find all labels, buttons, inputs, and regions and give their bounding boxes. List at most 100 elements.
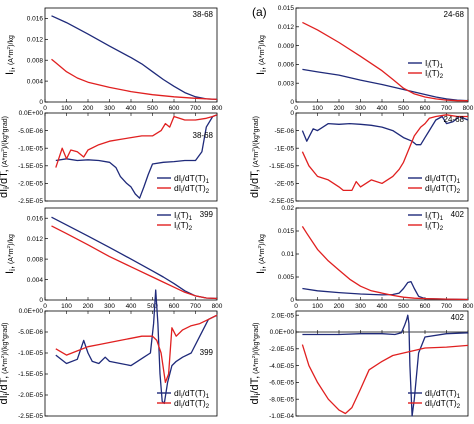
series-line-1 (55, 289, 218, 405)
y-axis-label: Ii, (A*m2)/kg (4, 234, 17, 274)
y-tick-label: 0 (290, 99, 294, 106)
legend-label-1: dIi/dT(T)1 (425, 388, 461, 400)
y-axis-label: dIi/dT, (A*m2)/(kg*grad) (0, 116, 11, 198)
x-tick-label: 600 (169, 105, 180, 112)
y-axis-label: Ii, (A*m2)/kg (255, 234, 268, 274)
y-tick-label: 0.0E+00 (270, 329, 295, 336)
legend-label-1: Ii(T)1 (425, 58, 444, 70)
y-tick-label: -2.0E-05 (18, 181, 43, 188)
plot-frame (44, 310, 218, 417)
x-tick-label: 600 (420, 303, 431, 310)
x-tick-label: 200 (83, 303, 94, 310)
y-tick-label: 0.004 (27, 78, 44, 85)
legend-label-1: Ii(T)1 (174, 210, 193, 222)
plot-frame (295, 207, 469, 301)
y-tick-label: -1.0E-05 (18, 350, 43, 357)
series-line-1 (301, 115, 469, 146)
panel-label: (a) (252, 5, 267, 19)
series-line-1 (55, 114, 218, 199)
chart-panel-p6: 0 -5E-06 -1E-05 -1.5E-05 -2E-05 -2.5E-05 24-68… (249, 110, 469, 205)
sample-id: 402 (451, 210, 465, 219)
y-tick-label: 0 (39, 297, 43, 304)
y-tick-label: 0.005 (278, 274, 295, 281)
x-tick-label: 700 (190, 303, 201, 310)
chart-panel-p5: 0 0.003 0.006 0.009 0.012 0.015 0 100 200 300 400 5… (255, 5, 474, 112)
y-axis-label: dIi/dT, (A*m2)/(kg*grad) (249, 322, 262, 404)
y-tick-label: 0.008 (27, 57, 44, 64)
x-tick-label: 300 (104, 105, 115, 112)
plot-frame (295, 7, 469, 103)
y-tick-label: 0.008 (27, 256, 44, 263)
sample-id: 399 (200, 210, 214, 219)
y-tick-label: 0.0E+00 (19, 308, 44, 315)
y-tick-label: 0.012 (27, 37, 44, 44)
y-tick-label: -1.5E-05 (18, 163, 43, 170)
y-tick-label: 0.02 (281, 205, 294, 212)
y-tick-label: 0.003 (278, 80, 295, 87)
y-tick-label: 0.0E+00 (19, 110, 44, 117)
y-tick-label: -1.5E-05 (269, 163, 294, 170)
series-line-2 (51, 58, 218, 101)
x-tick-label: 300 (355, 303, 366, 310)
x-tick-label: 800 (212, 303, 223, 310)
legend-label-2: dIi/dT(T)2 (425, 398, 461, 410)
x-tick-label: 200 (334, 303, 345, 310)
x-tick-label: 500 (147, 303, 158, 310)
y-axis-label: dIi/dT, (A*m2)/(kg*grad) (249, 116, 262, 198)
y-tick-label: 0 (39, 99, 43, 106)
series-line-1 (302, 314, 469, 417)
x-tick-label: 700 (441, 105, 452, 112)
y-tick-label: 0.015 (278, 228, 295, 235)
legend-label-2: dIi/dT(T)2 (174, 398, 210, 410)
plot-frame (295, 310, 469, 417)
sample-id: 38-68 (193, 10, 214, 19)
x-tick-label: 500 (398, 303, 409, 310)
y-axis-label: dIi/dT, (A*m2)/(kg*grad) (0, 322, 11, 404)
y-tick-label: 0.006 (278, 62, 295, 69)
sample-id: 38-68 (193, 131, 214, 140)
y-axis-label: Ii, (A*m2)/kg (255, 35, 268, 75)
series-line-2 (302, 21, 468, 102)
y-tick-label: -2.5E-05 (18, 413, 43, 420)
chart-panel-p7: 0 0.005 0.01 0.015 0.02 0 100 200 300 400 500 600 70… (255, 205, 474, 310)
sample-id: 399 (200, 348, 214, 357)
x-tick-label: 500 (398, 105, 409, 112)
chart-panel-p8: 2.0E-05 0.0E+00 -2.0E-05 -4.0E-05 -6.0E-05 -8… (249, 310, 469, 420)
series-line-1 (302, 280, 469, 301)
y-tick-label: -2.5E-05 (18, 198, 43, 205)
x-tick-label: 700 (441, 303, 452, 310)
sample-id: 24-68 (444, 10, 465, 19)
x-tick-label: 800 (463, 303, 474, 310)
x-tick-label: 700 (190, 105, 201, 112)
legend-label-1: dIi/dT(T)1 (425, 173, 461, 185)
x-tick-label: 100 (61, 303, 72, 310)
y-tick-label: 0.009 (278, 43, 295, 50)
y-tick-label: 0.01 (281, 251, 294, 258)
y-tick-label: 0.012 (27, 236, 44, 243)
x-tick-label: 800 (463, 105, 474, 112)
y-tick-label: 0.016 (27, 215, 44, 222)
legend-label-2: Ii(T)2 (425, 68, 444, 80)
x-tick-label: 500 (147, 105, 158, 112)
y-tick-label: -4.0E-05 (269, 363, 294, 370)
y-tick-label: 0.004 (27, 277, 44, 284)
series-line-2 (301, 226, 469, 301)
x-tick-label: 800 (212, 105, 223, 112)
chart-panel-p3: 0 0.004 0.008 0.012 0.016 0 100 200 300 400 500 600… (4, 207, 223, 310)
series-line-2 (301, 344, 469, 415)
y-tick-label: -2.5E-05 (269, 198, 294, 205)
y-tick-label: 0.016 (27, 16, 44, 23)
x-tick-label: 400 (126, 303, 137, 310)
x-tick-label: 400 (377, 105, 388, 112)
x-tick-label: 0 (294, 105, 298, 112)
plot-frame (44, 207, 218, 301)
x-tick-label: 100 (61, 105, 72, 112)
legend-label-2: dIi/dT(T)2 (174, 183, 210, 195)
chart-panel-p4: 0.0E+00 -5.0E-06 -1.0E-05 -1.5E-05 -2.0E-05 -… (0, 289, 218, 420)
y-tick-label: -6.0E-05 (269, 380, 294, 387)
series-line-1 (51, 15, 218, 101)
y-tick-label: 0 (290, 110, 294, 117)
series-line-2 (55, 314, 218, 384)
legend-label-2: Ii(T)2 (174, 220, 193, 232)
